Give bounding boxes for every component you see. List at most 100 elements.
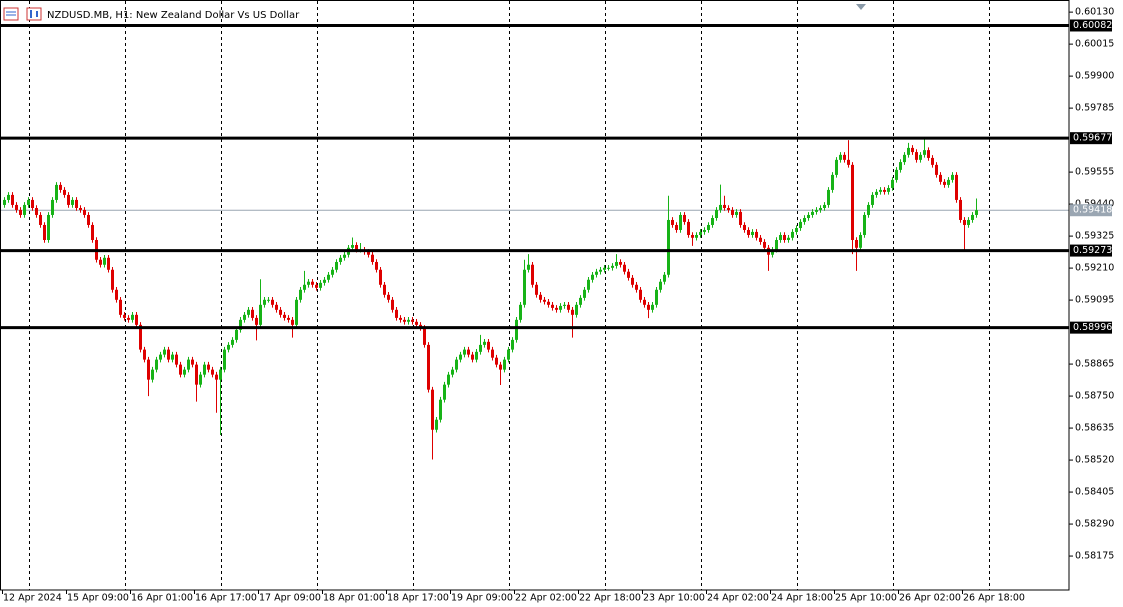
x-tick-label: 22 Apr 02:00 (515, 593, 577, 604)
candle-body (131, 314, 134, 320)
candle-body (111, 269, 114, 290)
candle-body (847, 159, 850, 165)
candle-body (787, 237, 790, 240)
candle-body (943, 181, 946, 185)
candle-body (255, 317, 258, 325)
candle-body (79, 207, 82, 210)
candle-body (399, 317, 402, 320)
candle-body (335, 261, 338, 270)
candle-body (539, 294, 542, 300)
candle-body (315, 284, 318, 288)
candle-body (951, 174, 954, 180)
candle-body (471, 354, 474, 360)
candle-body (423, 327, 426, 345)
candle-body (783, 234, 786, 240)
icon (26, 7, 42, 21)
candle-body (151, 369, 154, 380)
candle-body (47, 214, 50, 240)
candle-body (515, 319, 518, 340)
candle-body (559, 305, 562, 310)
candle-body (871, 194, 874, 205)
candle-body (83, 209, 86, 215)
candle-body (883, 189, 886, 192)
shift-marker (856, 4, 866, 10)
y-tick-label: 0.58520 (1075, 455, 1114, 466)
candle-body (903, 154, 906, 163)
candle-body (7, 194, 10, 200)
candle-body (551, 304, 554, 308)
candle-body (19, 209, 22, 215)
candle-body (907, 147, 910, 155)
candle-body (299, 289, 302, 300)
candle-body (99, 259, 102, 265)
candle-body (199, 374, 202, 385)
candle-body (855, 239, 858, 248)
candle-body (291, 319, 294, 325)
candle-body (355, 245, 358, 250)
level-label-box (1070, 19, 1112, 32)
candle-body (543, 299, 546, 302)
candle-body (135, 314, 138, 325)
candle-body (647, 304, 650, 310)
y-tick-label: 0.60015 (1075, 39, 1114, 50)
candle-body (27, 199, 30, 205)
level-label: 0.58996 (1073, 322, 1112, 333)
candle-body (687, 221, 690, 235)
candle-body (227, 344, 230, 350)
candle-body (527, 264, 530, 270)
candle-body (211, 369, 214, 375)
candle-body (155, 359, 158, 370)
candle-body (331, 269, 334, 275)
x-tick-label: 17 Apr 09:00 (259, 593, 321, 604)
candle-body (839, 154, 842, 160)
y-tick-label: 0.59325 (1075, 231, 1114, 242)
candle-body (139, 324, 142, 350)
candle-body (467, 349, 470, 355)
candle-body (899, 162, 902, 170)
y-tick-label: 0.58290 (1075, 519, 1114, 530)
candle-body (435, 419, 438, 430)
candle-body (11, 194, 14, 205)
candle-body (655, 289, 658, 305)
y-tick-label: 0.58865 (1075, 359, 1114, 370)
candle-body (499, 364, 502, 370)
candle-body (475, 351, 478, 360)
candle-body (87, 214, 90, 225)
candle-body (711, 218, 714, 225)
plot-border (0, 0, 1070, 591)
candle-body (191, 359, 194, 365)
candle-body (723, 204, 726, 208)
candle-body (803, 218, 806, 222)
candle-body (459, 354, 462, 360)
candle-body (591, 274, 594, 280)
candle-body (923, 150, 926, 155)
candle-body (3, 199, 6, 205)
candle-body (751, 231, 754, 235)
candle-body (747, 229, 750, 235)
candle-body (223, 349, 226, 370)
candle-body (623, 264, 626, 272)
candle-body (891, 179, 894, 188)
level-label: 0.59273 (1073, 245, 1112, 256)
candle-body (75, 199, 78, 208)
candle-body (967, 219, 970, 225)
candle-body (319, 282, 322, 288)
candle-body (843, 154, 846, 160)
candle-body (43, 224, 46, 240)
x-tick-label: 12 Apr 2024 (3, 593, 62, 604)
candle-body (911, 147, 914, 153)
candle-body (715, 209, 718, 219)
candle-body (15, 204, 18, 210)
candle-body (563, 304, 566, 306)
candle-body (587, 279, 590, 290)
icon (3, 7, 19, 21)
candle-body (215, 374, 218, 380)
candle-body (283, 314, 286, 318)
x-tick-label: 16 Apr 01:00 (131, 593, 193, 604)
candle-body (759, 237, 762, 242)
y-tick-label: 0.59095 (1075, 295, 1114, 306)
candle-body (959, 199, 962, 220)
candle-body (739, 211, 742, 225)
candle-body (407, 319, 410, 322)
